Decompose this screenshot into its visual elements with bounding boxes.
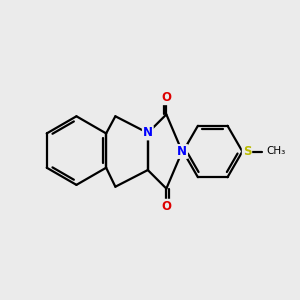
- Text: N: N: [143, 127, 153, 140]
- Text: O: O: [161, 91, 171, 104]
- Text: N: N: [177, 145, 187, 158]
- Text: CH₃: CH₃: [266, 146, 285, 157]
- Text: S: S: [243, 145, 251, 158]
- Text: O: O: [161, 200, 171, 213]
